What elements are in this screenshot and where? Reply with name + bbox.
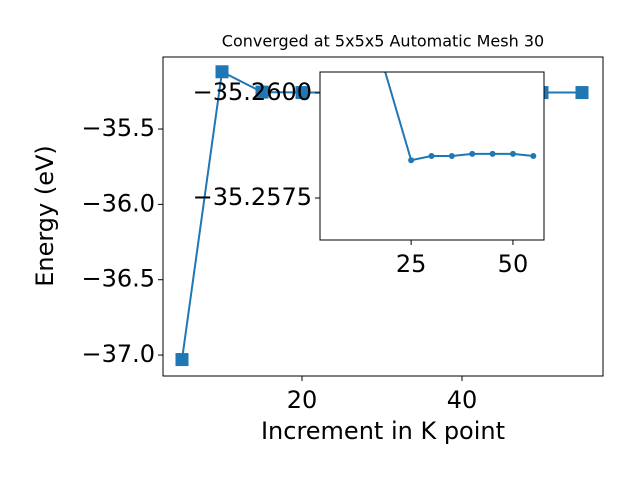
- x-tick-label: 25: [396, 250, 427, 278]
- marker: [575, 86, 589, 100]
- marker: [530, 153, 537, 159]
- x-axis-label: Increment in K point: [261, 417, 505, 445]
- y-tick-label: −36.5: [81, 265, 155, 293]
- y-tick-label: −35.5: [81, 114, 155, 142]
- marker: [295, 86, 309, 100]
- x-tick-label: 40: [447, 386, 478, 414]
- axes-frame: [162, 56, 604, 377]
- y-tick-label: −36.0: [81, 189, 155, 217]
- y-tick-label: −35.2575: [193, 183, 312, 211]
- plot-content: [384, 72, 537, 164]
- marker: [509, 150, 516, 157]
- marker: [255, 85, 269, 99]
- y-tick-label: −37.0: [81, 340, 155, 368]
- marker: [469, 150, 476, 157]
- marker: [215, 65, 229, 79]
- marker: [428, 153, 435, 159]
- x-tick-label: 50: [498, 250, 529, 278]
- axes-frame: [319, 71, 545, 241]
- x-tick-label: 20: [287, 386, 318, 414]
- marker: [489, 150, 496, 157]
- series-line: [384, 72, 534, 162]
- y-axis-label: Energy (eV): [31, 145, 59, 287]
- marker: [448, 153, 455, 159]
- y-tick-label: −35.2600: [193, 78, 312, 106]
- chart-title: Converged at 5x5x5 Automatic Mesh 30: [222, 32, 544, 51]
- marker: [175, 353, 189, 367]
- marker: [408, 157, 415, 164]
